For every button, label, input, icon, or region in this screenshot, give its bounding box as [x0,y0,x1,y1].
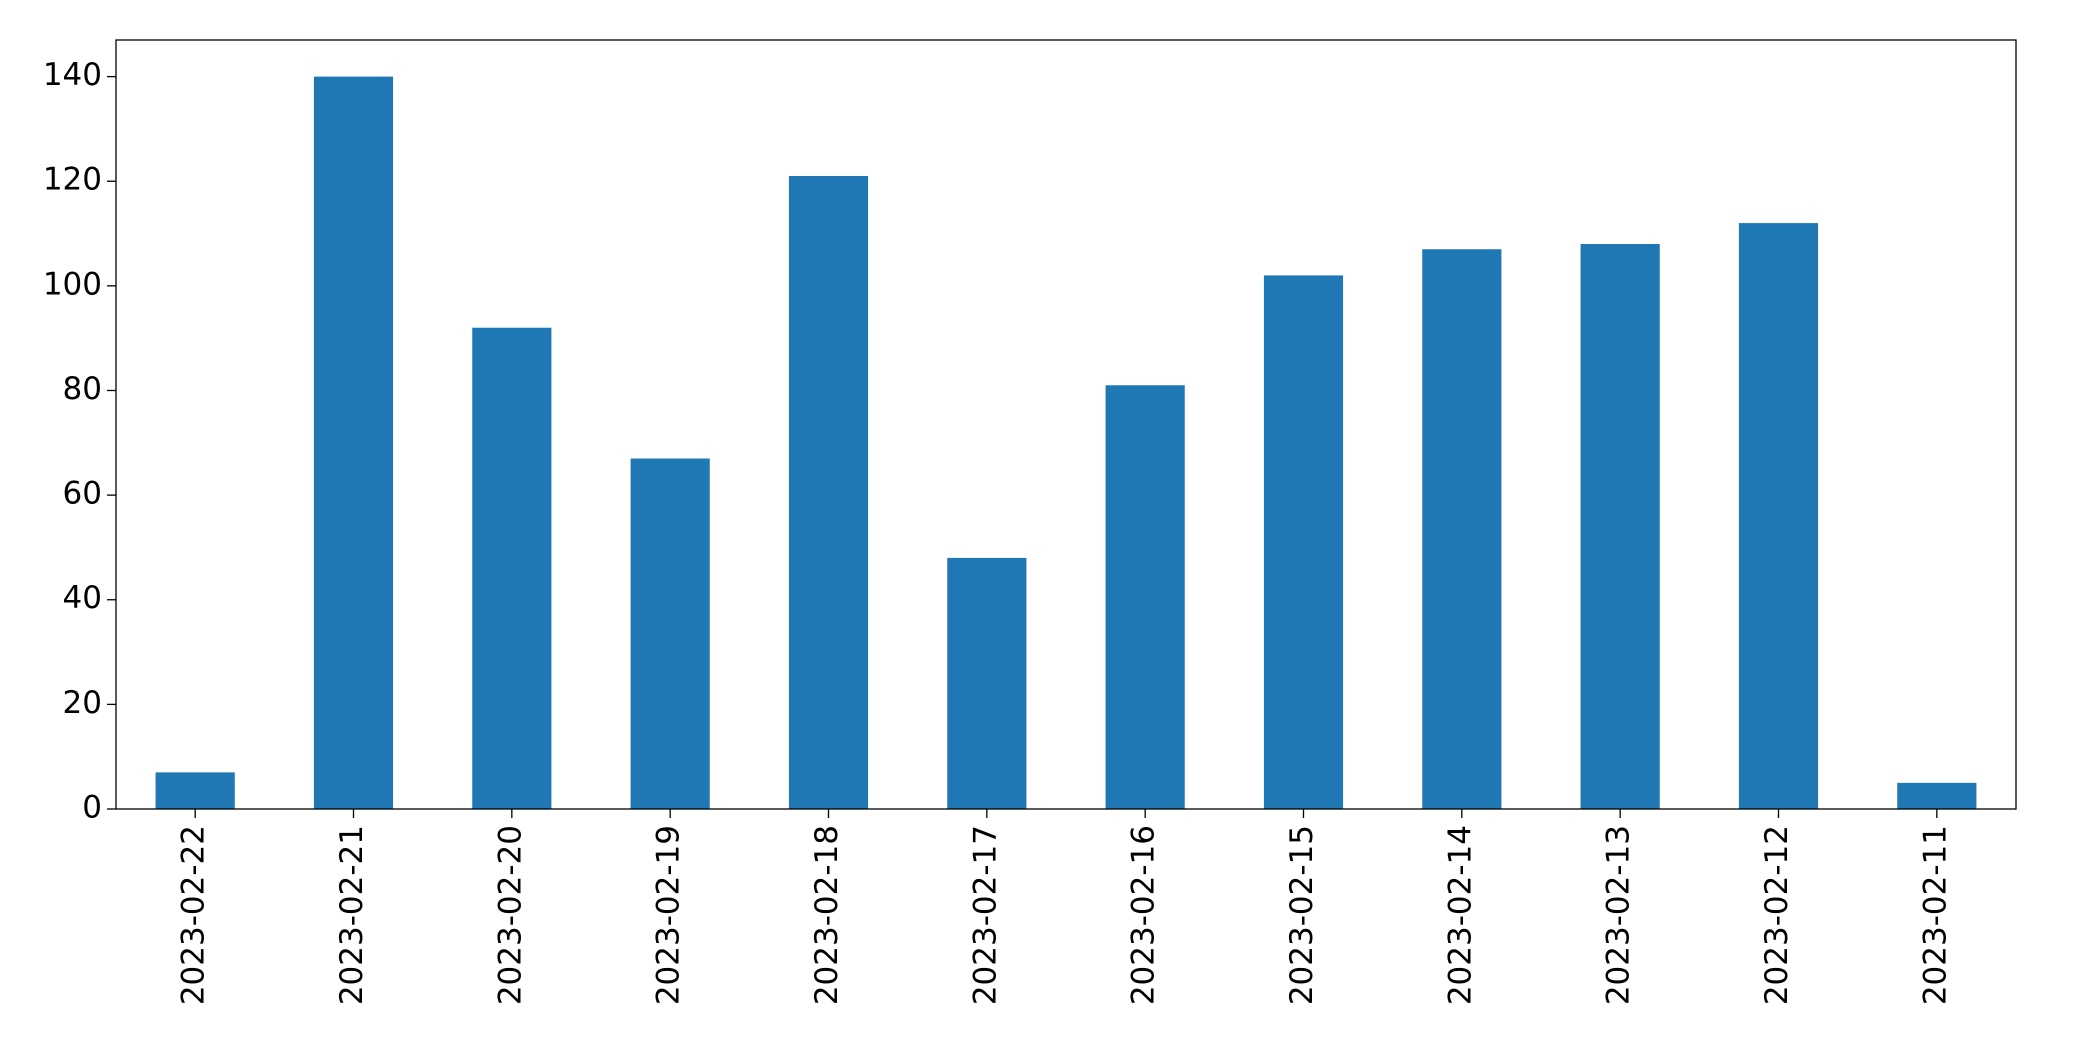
x-tick-label: 2023-02-22 [176,825,212,1005]
x-tick-label: 2023-02-11 [1917,825,1953,1005]
x-tick-label: 2023-02-13 [1601,825,1637,1005]
y-tick-label: 40 [63,580,102,616]
bar [1422,249,1502,809]
y-tick-label: 20 [63,685,102,721]
y-tick-label: 0 [82,790,102,826]
x-tick-label: 2023-02-14 [1442,825,1478,1005]
y-tick-label: 120 [43,162,102,198]
bar [1105,385,1185,809]
bar [630,458,710,809]
bar [1738,223,1819,810]
y-tick-label: 140 [43,57,102,93]
bar [313,76,394,810]
x-tick-label: 2023-02-15 [1284,825,1320,1005]
x-tick-label: 2023-02-21 [334,825,370,1005]
bar [155,772,235,809]
bar [1897,782,1977,809]
x-tick-label: 2023-02-12 [1759,825,1795,1005]
bar [1580,244,1660,810]
plot-frame [115,39,2017,810]
x-tick-label: 2023-02-19 [651,825,687,1005]
x-tick-label: 2023-02-17 [967,825,1003,1005]
y-tick-label: 60 [63,476,102,512]
y-tick-label: 80 [63,371,102,407]
bar [788,176,869,809]
bar [1263,275,1344,809]
y-tick-label: 100 [43,266,102,302]
bar [947,557,1027,809]
bar [472,327,552,809]
x-tick-label: 2023-02-20 [492,825,528,1005]
x-tick-label: 2023-02-16 [1126,825,1162,1005]
x-tick-label: 2023-02-18 [809,825,845,1005]
